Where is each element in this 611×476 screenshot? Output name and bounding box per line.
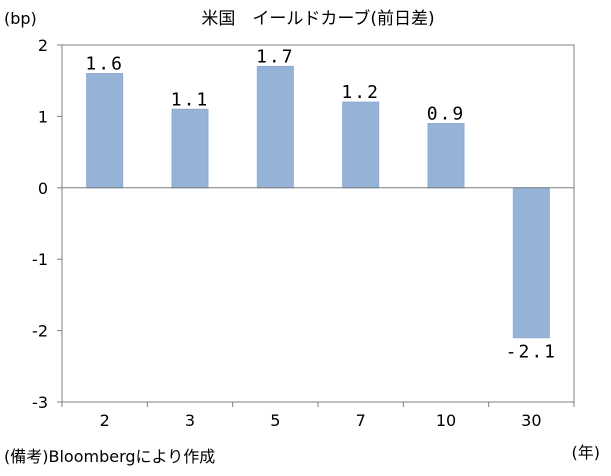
x-tick-label: 3: [185, 411, 195, 430]
bar-series: [86, 65, 550, 339]
bar: [512, 187, 550, 339]
bar: [171, 108, 209, 189]
bar: [342, 101, 380, 189]
x-axis-unit-label: (年): [572, 443, 601, 462]
y-axis: 2 1 0 -1 -2 -3: [32, 36, 62, 412]
x-tick-label: 30: [521, 411, 541, 430]
y-tick-label: -3: [32, 393, 48, 412]
plot-area: [61, 44, 575, 403]
x-tick-label: 5: [270, 411, 280, 430]
data-label: 1.1: [171, 89, 210, 110]
bar: [427, 123, 465, 189]
y-tick-label: 0: [38, 179, 48, 198]
y-axis-unit-label: (bp): [4, 9, 37, 28]
y-tick-label: -1: [32, 250, 48, 269]
y-tick-label: 1: [38, 107, 48, 126]
x-tick-label: 2: [100, 411, 110, 430]
data-label: 1.6: [85, 54, 124, 75]
x-tick-label: 10: [436, 411, 456, 430]
x-tick-label: 7: [356, 411, 366, 430]
data-label: -2.1: [506, 342, 557, 363]
bar: [256, 65, 294, 189]
data-label: 1.7: [256, 46, 295, 67]
y-tick-label: 2: [38, 36, 48, 55]
data-label: 0.9: [427, 104, 466, 125]
bar: [86, 73, 124, 189]
data-labels: 1.6 1.1 1.7 1.2 0.9 -2.1: [85, 46, 557, 363]
data-label: 1.2: [341, 82, 380, 103]
y-tick-label: -2: [32, 322, 48, 341]
x-axis: 2 3 5 7 10 30: [61, 402, 575, 430]
chart-title: 米国 イールドカーブ(前日差): [201, 8, 434, 29]
source-note: (備考)Bloombergにより作成: [4, 447, 215, 466]
